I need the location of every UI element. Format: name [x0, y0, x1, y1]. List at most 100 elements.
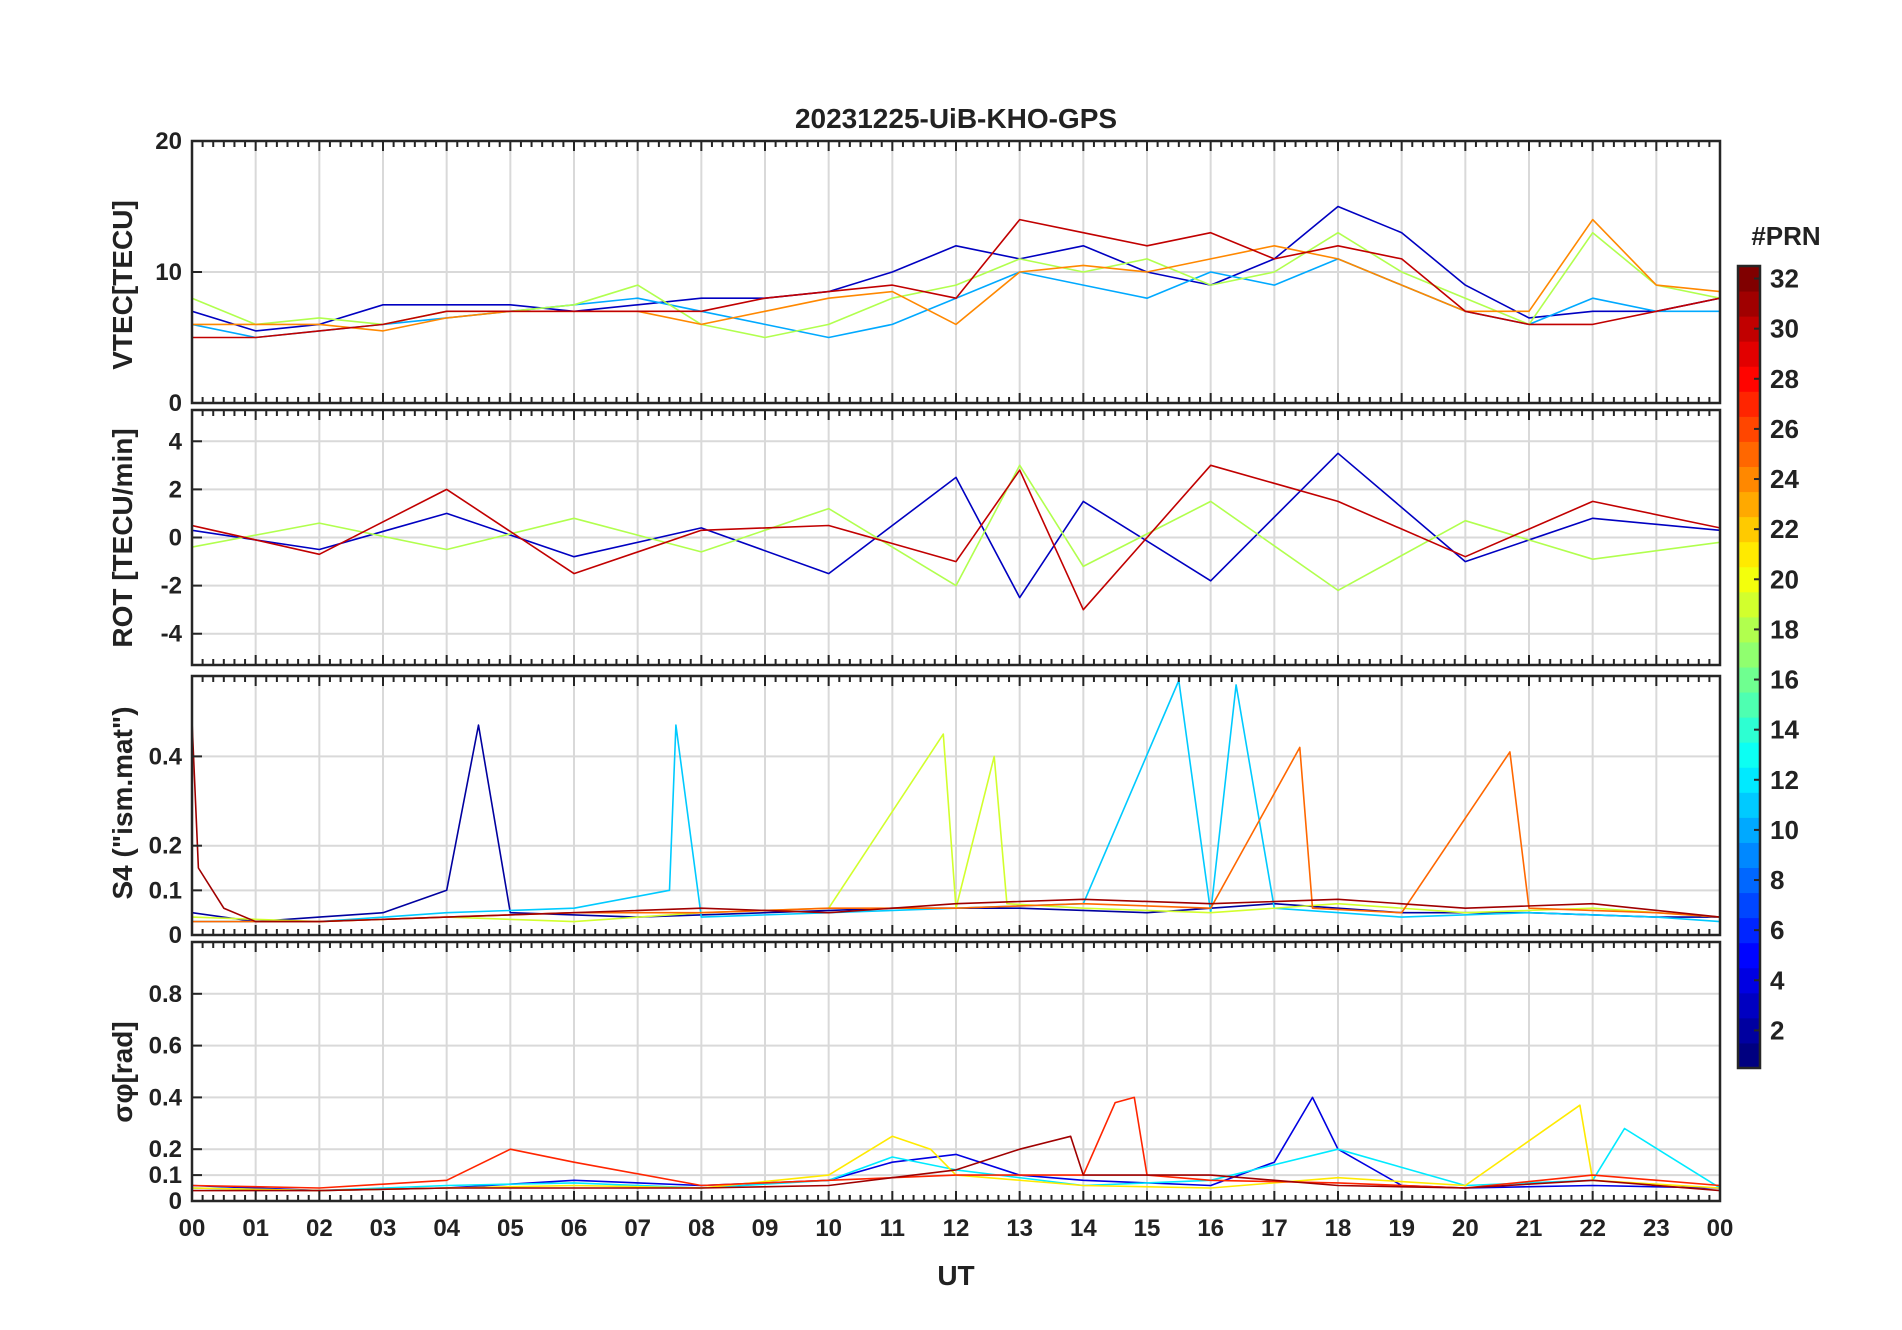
series-line-prn-2	[192, 724, 1720, 923]
colorbar-title: #PRN	[1751, 221, 1820, 251]
x-tick-label: 19	[1388, 1215, 1415, 1242]
series-line-prn-30	[192, 218, 1720, 339]
x-tick-label: 03	[370, 1215, 397, 1242]
colorbar-swatch	[1738, 366, 1760, 392]
y-tick-label: 0.2	[149, 1136, 182, 1163]
x-tick-label: 06	[561, 1215, 588, 1242]
colorbar-swatch	[1738, 591, 1760, 618]
colorbar-swatch	[1738, 291, 1760, 317]
colorbar-swatch	[1738, 616, 1760, 643]
colorbar-swatch	[1738, 917, 1760, 944]
x-tick-label: 21	[1516, 1215, 1543, 1242]
colorbar-tick-label: 2	[1770, 1015, 1784, 1045]
series-group	[192, 205, 1720, 339]
series-line-prn-21	[192, 1104, 1720, 1192]
x-tick-label: 11	[880, 1215, 905, 1242]
colorbar-tick-label: 4	[1770, 965, 1785, 995]
colorbar-swatch	[1738, 391, 1760, 417]
y-tick-label: 2	[169, 476, 182, 503]
x-tick-label: 14	[1070, 1215, 1097, 1242]
colorbar-swatch	[1738, 867, 1760, 894]
x-tick-label: 16	[1197, 1215, 1224, 1242]
series-group	[192, 679, 1720, 923]
series-line-prn-31	[192, 1135, 1720, 1192]
colorbar-swatch	[1738, 491, 1760, 518]
colorbar-tick-label: 22	[1770, 514, 1799, 544]
colorbar-swatch	[1738, 341, 1760, 367]
y-tick-label: 0.8	[149, 981, 182, 1008]
colorbar-swatch	[1738, 441, 1760, 467]
y-tick-label: 10	[155, 259, 182, 286]
y-axis-label: VTEC[TECU]	[107, 200, 138, 370]
colorbar-tick-label: 20	[1770, 564, 1799, 594]
x-tick-label: 01	[242, 1215, 269, 1242]
colorbar-swatch	[1738, 1042, 1760, 1069]
y-tick-label: 4	[169, 428, 183, 455]
colorbar-swatch	[1738, 692, 1760, 718]
x-tick-label: 18	[1325, 1215, 1352, 1242]
colorbar-tick-label: 28	[1770, 364, 1799, 394]
y-tick-label: -4	[161, 621, 183, 648]
colorbar-swatch	[1738, 416, 1760, 442]
y-tick-label: 0	[169, 1188, 182, 1215]
colorbar-swatch	[1738, 516, 1760, 543]
colorbar-tick-label: 10	[1770, 815, 1799, 845]
colorbar-swatch	[1738, 566, 1760, 593]
x-tick-label: 00	[179, 1215, 206, 1242]
x-axis-label: UT	[937, 1260, 974, 1291]
y-axis-label: ROT [TECU/min]	[107, 428, 138, 647]
x-tick-label: 22	[1579, 1215, 1606, 1242]
colorbar-frame	[1736, 264, 1762, 1070]
colorbar-swatch	[1738, 767, 1760, 793]
y-tick-label: 0.6	[149, 1033, 182, 1060]
colorbar-swatch	[1738, 942, 1760, 969]
y-tick-label: -2	[161, 573, 182, 600]
series-group	[192, 1096, 1720, 1192]
x-tick-label: 08	[688, 1215, 715, 1242]
x-tick-label: 23	[1643, 1215, 1670, 1242]
y-tick-label: 0.1	[149, 1162, 182, 1189]
colorbar-swatch	[1738, 266, 1760, 292]
colorbar-tick-label: 8	[1770, 865, 1784, 895]
colorbar-swatch	[1738, 992, 1760, 1019]
colorbar-swatch	[1738, 892, 1760, 919]
x-tick-label: 05	[497, 1215, 524, 1242]
x-tick-label: 10	[815, 1215, 842, 1242]
panel-rot: -4 -2 0 2 4 ROT [TECU/min]	[107, 408, 1722, 667]
colorbar-tick-label: 18	[1770, 614, 1799, 644]
y-tick-label: 20	[155, 128, 182, 155]
colorbar-swatch	[1738, 792, 1760, 818]
x-tick-label: 15	[1134, 1215, 1161, 1242]
series-line-prn-19	[192, 733, 1720, 923]
colorbar-swatch	[1738, 842, 1760, 868]
colorbar-tick-label: 6	[1770, 915, 1784, 945]
x-tick-label: 20	[1452, 1215, 1479, 1242]
x-tick-label: 09	[752, 1215, 779, 1242]
y-tick-label: 0.2	[149, 833, 182, 860]
x-tick-label: 17	[1261, 1215, 1288, 1242]
x-tick-label: 04	[433, 1215, 460, 1242]
series-line-prn-3	[192, 205, 1720, 332]
x-tick-label: 13	[1006, 1215, 1033, 1242]
y-tick-label: 0.4	[149, 1084, 183, 1111]
colorbar-swatch	[1738, 667, 1760, 693]
colorbar-swatch	[1738, 742, 1760, 768]
colorbar-tick-label: 14	[1770, 715, 1799, 745]
colorbar-tick-label: 32	[1770, 264, 1799, 294]
panel-sigma_phi: 00.10.2 0.4 0.6 0.8 σφ[rad]	[107, 940, 1722, 1215]
x-tick-label: 12	[943, 1215, 970, 1242]
y-tick-label: 0	[169, 525, 182, 552]
colorbar-swatch	[1738, 641, 1760, 668]
colorbar-swatch	[1738, 1017, 1760, 1044]
y-tick-label: 0.4	[149, 743, 183, 770]
colorbar-swatch	[1738, 466, 1760, 493]
y-tick-label: 0	[169, 922, 182, 949]
colorbar-swatch	[1738, 316, 1760, 342]
colorbar-tick-label: 12	[1770, 765, 1799, 795]
colorbar-tick-label: 16	[1770, 665, 1799, 695]
y-tick-label: 0	[169, 390, 182, 417]
colorbar-swatch	[1738, 817, 1760, 843]
